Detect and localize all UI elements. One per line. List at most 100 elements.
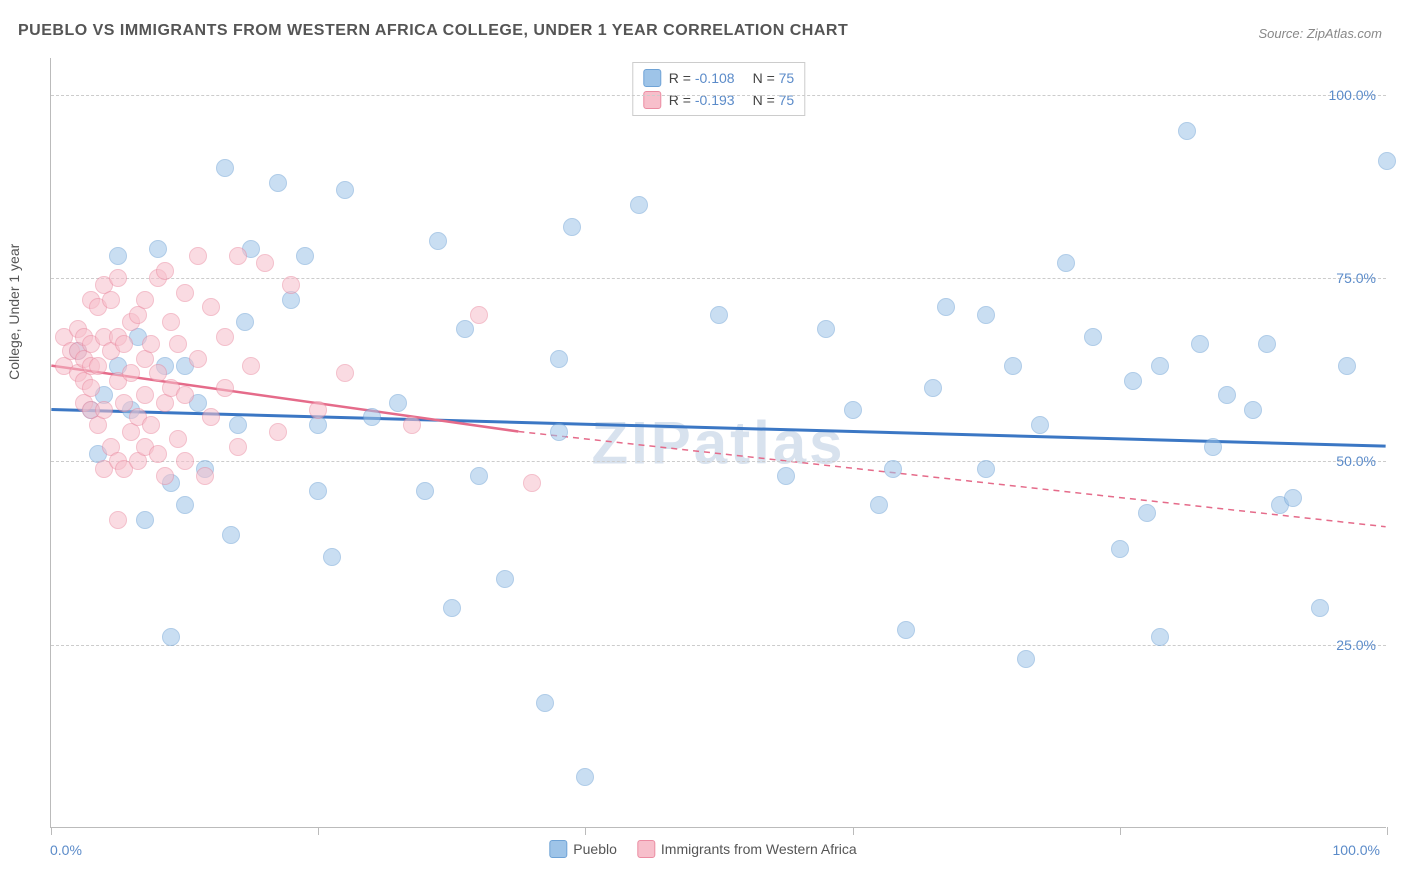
scatter-point <box>162 628 180 646</box>
scatter-point <box>142 335 160 353</box>
scatter-point <box>336 181 354 199</box>
scatter-point <box>977 306 995 324</box>
scatter-point <box>202 408 220 426</box>
y-tick-label: 100.0% <box>1329 87 1376 103</box>
gridline <box>51 645 1386 646</box>
legend-swatch <box>549 840 567 858</box>
scatter-point <box>1244 401 1262 419</box>
scatter-point <box>416 482 434 500</box>
scatter-point <box>1204 438 1222 456</box>
source-credit: Source: ZipAtlas.com <box>1258 26 1382 41</box>
scatter-point <box>1057 254 1075 272</box>
scatter-point <box>169 335 187 353</box>
scatter-point <box>102 291 120 309</box>
scatter-point <box>229 247 247 265</box>
trend-lines-layer <box>51 58 1386 827</box>
scatter-point <box>156 467 174 485</box>
source-name: ZipAtlas.com <box>1307 26 1382 41</box>
scatter-point <box>456 320 474 338</box>
scatter-point <box>1258 335 1276 353</box>
scatter-point <box>176 496 194 514</box>
scatter-point <box>216 379 234 397</box>
scatter-point <box>216 159 234 177</box>
scatter-point <box>550 423 568 441</box>
x-tick-mark <box>853 827 854 835</box>
scatter-point <box>109 269 127 287</box>
source-prefix: Source: <box>1258 26 1306 41</box>
scatter-point <box>122 364 140 382</box>
y-tick-label: 75.0% <box>1336 270 1376 286</box>
legend-stats-box: R = -0.108N = 75R = -0.193N = 75 <box>632 62 805 116</box>
scatter-point <box>115 394 133 412</box>
scatter-point <box>1218 386 1236 404</box>
scatter-point <box>1111 540 1129 558</box>
scatter-point <box>1084 328 1102 346</box>
gridline <box>51 95 1386 96</box>
scatter-point <box>1151 628 1169 646</box>
chart-title: PUEBLO VS IMMIGRANTS FROM WESTERN AFRICA… <box>18 22 848 40</box>
legend-item: Pueblo <box>549 840 617 858</box>
scatter-point <box>563 218 581 236</box>
scatter-point <box>222 526 240 544</box>
scatter-point <box>1284 489 1302 507</box>
scatter-point <box>109 511 127 529</box>
scatter-point <box>977 460 995 478</box>
scatter-point <box>95 401 113 419</box>
scatter-point <box>149 364 167 382</box>
x-tick-mark <box>318 827 319 835</box>
scatter-point <box>924 379 942 397</box>
scatter-point <box>296 247 314 265</box>
scatter-point <box>817 320 835 338</box>
scatter-point <box>1191 335 1209 353</box>
legend-bottom: Pueblo Immigrants from Western Africa <box>549 840 856 858</box>
legend-stat-row: R = -0.108N = 75 <box>643 67 794 89</box>
gridline <box>51 278 1386 279</box>
scatter-point <box>897 621 915 639</box>
scatter-point <box>269 423 287 441</box>
scatter-point <box>550 350 568 368</box>
scatter-point <box>1378 152 1396 170</box>
scatter-point <box>1031 416 1049 434</box>
scatter-point <box>156 262 174 280</box>
scatter-point <box>523 474 541 492</box>
scatter-point <box>176 452 194 470</box>
legend-label: Pueblo <box>573 841 617 857</box>
scatter-point <box>323 548 341 566</box>
scatter-point <box>844 401 862 419</box>
scatter-point <box>884 460 902 478</box>
scatter-point <box>136 386 154 404</box>
scatter-point <box>1004 357 1022 375</box>
scatter-point <box>196 467 214 485</box>
scatter-point <box>242 357 260 375</box>
legend-r-label: R = -0.108 <box>669 70 735 86</box>
gridline <box>51 461 1386 462</box>
scatter-point <box>429 232 447 250</box>
scatter-point <box>536 694 554 712</box>
y-axis-label: College, Under 1 year <box>6 244 22 380</box>
scatter-point <box>169 430 187 448</box>
y-tick-label: 50.0% <box>1336 453 1376 469</box>
scatter-point <box>403 416 421 434</box>
scatter-point <box>189 350 207 368</box>
trend-line <box>51 410 1385 447</box>
legend-label: Immigrants from Western Africa <box>661 841 857 857</box>
scatter-point <box>149 240 167 258</box>
scatter-point <box>443 599 461 617</box>
scatter-point <box>576 768 594 786</box>
scatter-point <box>176 386 194 404</box>
scatter-point <box>470 467 488 485</box>
scatter-point <box>229 416 247 434</box>
scatter-point <box>1178 122 1196 140</box>
scatter-point <box>309 401 327 419</box>
legend-stat-row: R = -0.193N = 75 <box>643 89 794 111</box>
scatter-point <box>309 482 327 500</box>
scatter-point <box>630 196 648 214</box>
legend-swatch <box>643 69 661 87</box>
scatter-point <box>1311 599 1329 617</box>
scatter-point <box>1124 372 1142 390</box>
x-tick-mark <box>51 827 52 835</box>
scatter-point <box>216 328 234 346</box>
scatter-point <box>389 394 407 412</box>
scatter-point <box>496 570 514 588</box>
scatter-point <box>1151 357 1169 375</box>
